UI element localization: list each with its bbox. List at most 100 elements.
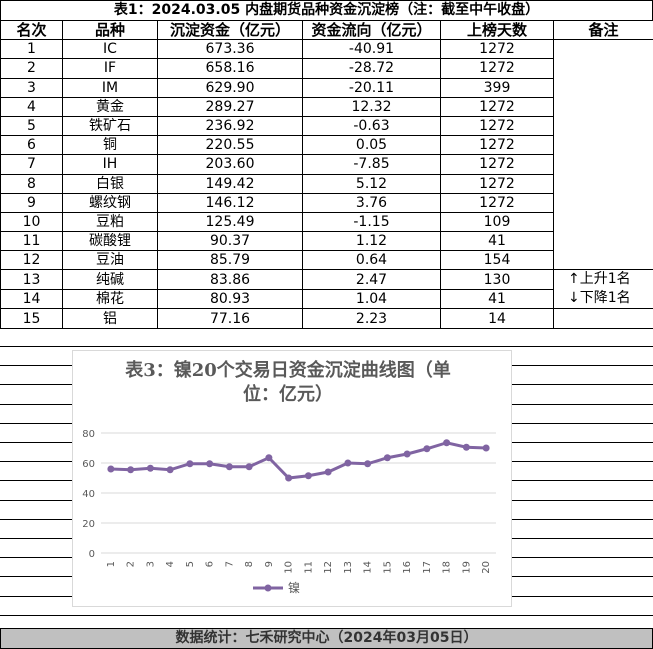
table-cell: -7.85 [302,154,441,175]
footer: 数据统计：七禾研究中心（2024年03月05日） [0,628,653,649]
chart: 表3：镍20个交易日资金沉淀曲线图（单位：亿元） 0 20 40 60 80 1 2 3 4 5 6… [72,350,512,607]
table-cell: 11 [0,231,63,252]
y-tick-label: 80 [82,429,95,440]
x-tick-label: 5 [185,561,196,567]
note-cell [553,39,653,271]
table-row: 13 纯碱 83.86 2.47 130 ↑上升1名 ↓下降1名 [0,269,653,310]
x-tick-label: 11 [303,561,314,574]
data-point [423,445,431,453]
data-point [186,460,194,468]
table-cell: 80.93 [157,288,303,310]
table-cell: 4 [0,96,63,117]
x-tick-label: 12 [323,561,334,574]
data-point [383,454,391,462]
data-point [364,460,372,468]
table-cell: 1272 [440,192,554,213]
legend-marker [264,584,272,592]
header-cell: 上榜天数 [440,19,554,41]
table-cell: -0.63 [302,115,441,137]
x-tick-label: 20 [481,561,492,574]
table-row: 15 铝 77.16 2.23 14 [0,308,653,329]
table-cell: -1.15 [302,211,441,233]
table-cell: 130 [440,269,554,290]
data-point [443,439,451,447]
table-cell: IH [62,154,158,175]
table-cell: 1.04 [302,288,441,310]
sheet-title: 表1：2024.03.05 内盘期货品种资金沉淀榜（注：截至中午收盘） [0,0,653,21]
ranking-table: 名次 品种 沉淀资金（亿元） 资金流向（亿元） 上榜天数 备注 1 IC 673.36 -40.… [0,19,653,329]
data-point [127,466,135,474]
table-cell: 90.37 [157,231,303,252]
x-tick-label: 3 [145,561,156,567]
table-cell: 14 [0,288,63,310]
table-cell: 5.12 [302,173,441,194]
table-cell: 236.92 [157,115,303,137]
table-cell: 12.32 [302,96,441,117]
data-point [344,459,352,467]
table-cell: 220.55 [157,135,303,156]
table-cell: 8 [0,173,63,194]
table-cell: IM [62,77,158,98]
data-point [107,465,115,473]
table-cell: 77.16 [157,308,303,329]
x-tick-label: 18 [442,561,453,574]
table-cell: 203.60 [157,154,303,175]
x-tick-label: 15 [382,561,393,574]
x-tick-label: 13 [343,561,354,574]
table-cell: -28.72 [302,58,441,79]
table-cell: 豆油 [62,250,158,271]
table-cell: 15 [0,308,63,329]
table-row: 9 螺纹钢 146.12 3.76 1272 [0,192,653,213]
data-point [146,464,154,472]
header-cell: 资金流向（亿元） [302,19,441,41]
table-cell: 棉花 [62,288,158,310]
x-tick-label: 4 [165,561,176,567]
x-tick-label: 14 [363,561,374,574]
data-point [265,454,273,462]
table-cell: 1272 [440,39,554,60]
y-tick-label: 60 [82,459,95,470]
table-cell: 7 [0,154,63,175]
table-cell: -20.11 [302,77,441,98]
data-point [225,463,233,471]
table-cell: 1 [0,39,63,60]
legend-label: 镍 [288,581,300,595]
table-row: 10 豆粕 125.49 -1.15 109 [0,211,653,233]
sheet-row-line [0,614,653,616]
y-tick-label: 20 [82,519,95,530]
data-point [285,474,293,482]
table-cell: 铝 [62,308,158,329]
table-cell: 铜 [62,135,158,156]
table-cell: 629.90 [157,77,303,98]
table-cell: 1272 [440,135,554,156]
header-cell: 沉淀资金（亿元） [157,19,303,41]
note-cell: ↑上升1名 ↓下降1名 [553,269,653,310]
data-point [403,450,411,458]
table-cell: 673.36 [157,39,303,60]
table-row: 1 IC 673.36 -40.91 1272 [0,39,653,271]
data-point [245,463,253,471]
table-cell: 2.23 [302,308,441,329]
table-cell: 109 [440,211,554,233]
table-cell: 0.64 [302,250,441,271]
table-cell: 3.76 [302,192,441,213]
table-cell: 289.27 [157,96,303,117]
table-cell: 41 [440,231,554,252]
x-tick-label: 10 [284,561,295,574]
header-cell: 品种 [62,19,158,41]
table-cell: 1.12 [302,231,441,252]
header-row: 名次 品种 沉淀资金（亿元） 资金流向（亿元） 上榜天数 备注 [0,19,653,41]
table-cell: 3 [0,77,63,98]
table-cell: 41 [440,288,554,310]
table-cell: 碳酸锂 [62,231,158,252]
x-tick-label: 2 [126,561,137,567]
table-cell: 豆粕 [62,211,158,233]
data-point [166,466,174,474]
table-cell: 13 [0,269,63,290]
table-cell: 1272 [440,173,554,194]
table-cell: 85.79 [157,250,303,271]
table-row: 12 豆油 85.79 0.64 154 [0,250,653,271]
table-cell: 铁矿石 [62,115,158,137]
